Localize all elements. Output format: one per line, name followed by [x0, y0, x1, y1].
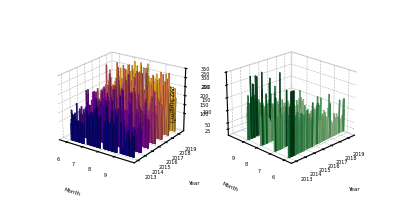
X-axis label: Year: Year [348, 187, 360, 192]
Y-axis label: Year: Year [188, 181, 200, 186]
X-axis label: Month: Month [63, 187, 81, 197]
Y-axis label: Month: Month [221, 182, 239, 193]
